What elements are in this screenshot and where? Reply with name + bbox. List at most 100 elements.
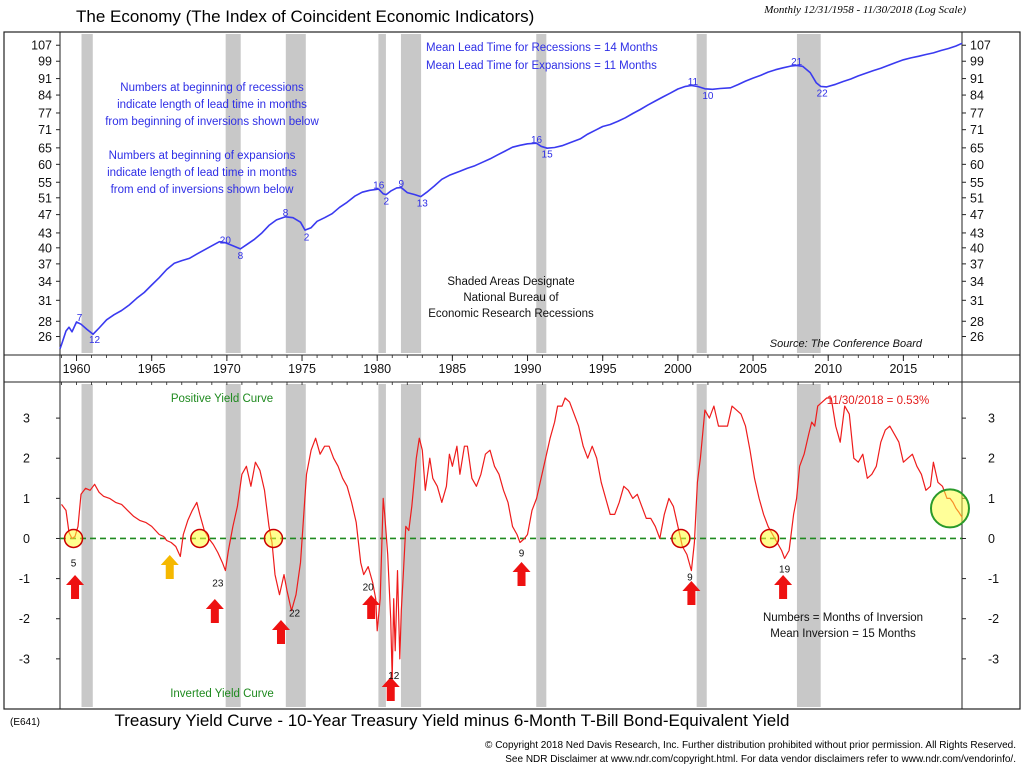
index-line xyxy=(59,42,963,350)
note-recessions-2: indicate length of lead time in months xyxy=(117,99,307,111)
y-tick-label-right: 3 xyxy=(988,412,995,426)
outer-frame xyxy=(3,31,1021,710)
y-tick-label-right: 77 xyxy=(970,106,984,120)
note-shaded-2: National Bureau of xyxy=(463,292,559,304)
lead-time-label: 11 xyxy=(688,77,699,88)
date-range: Monthly 12/31/1958 - 11/30/2018 (Log Sca… xyxy=(763,4,966,16)
y-tick-label-right: 107 xyxy=(970,39,991,53)
lead-time-label: 12 xyxy=(89,335,101,346)
red-arrow xyxy=(362,595,381,619)
y-tick-label-right: 28 xyxy=(970,315,984,329)
yield-curve-series xyxy=(61,397,963,680)
x-tick-label: 2010 xyxy=(814,362,842,376)
y-tick-label-left: 43 xyxy=(38,226,52,240)
lead-time-label: 16 xyxy=(531,135,543,146)
y-tick-label-right: 84 xyxy=(970,89,984,103)
note-lead-expansions: Mean Lead Time for Expansions = 11 Month… xyxy=(426,60,657,72)
red-arrow xyxy=(512,562,531,586)
note-expansions-1: Numbers at beginning of expansions xyxy=(109,150,296,162)
x-tick-label: 2000 xyxy=(664,362,692,376)
recession-band xyxy=(225,34,241,353)
y-tick-label-left: 2 xyxy=(23,452,30,466)
lead-time-label: 22 xyxy=(817,88,829,99)
lead-time-label: 8 xyxy=(283,208,289,219)
x-tick-label: 1970 xyxy=(213,362,241,376)
y-tick-label-right: 51 xyxy=(970,191,984,205)
y-tick-label-right: -1 xyxy=(988,572,999,586)
red-arrow xyxy=(205,599,224,623)
y-tick-label-left: 3 xyxy=(23,412,30,426)
y-tick-label-right: 31 xyxy=(970,294,984,308)
y-tick-label-left: 77 xyxy=(38,106,52,120)
inversion-markers: 5 23 22 20 12 9 9 19 xyxy=(63,488,970,701)
y-tick-label-right: 26 xyxy=(970,330,984,344)
y-tick-label-right: 1 xyxy=(988,492,995,506)
x-tick-label: 1990 xyxy=(514,362,542,376)
bottom-axes: 3 32 21 10 0-1 -1-2 -2-3 -3 xyxy=(19,412,999,667)
latest-value-label: 11/30/2018 = 0.53% xyxy=(827,395,929,407)
lead-time-label: 20 xyxy=(220,236,232,247)
copyright-line: © Copyright 2018 Ned Davis Research, Inc… xyxy=(485,740,1016,751)
source-note: Source: The Conference Board xyxy=(770,338,923,350)
y-tick-label-right: 71 xyxy=(970,123,984,137)
y-tick-label-left: 34 xyxy=(38,275,52,289)
lead-time-label: 13 xyxy=(417,199,429,210)
chart-code: (E641) xyxy=(10,717,40,728)
note-expansions-2: indicate length of lead time in months xyxy=(107,167,297,179)
lead-time-label: 10 xyxy=(702,91,714,102)
x-tick-label: 1985 xyxy=(438,362,466,376)
inversion-months-label: 20 xyxy=(363,583,375,594)
yield-curve-line xyxy=(61,397,963,680)
recession-band xyxy=(796,384,821,707)
y-tick-label-right: 37 xyxy=(970,257,984,271)
y-tick-label-left: 26 xyxy=(38,330,52,344)
chart-title: The Economy (The Index of Coincident Eco… xyxy=(76,7,534,26)
note-shaded-1: Shaded Areas Designate xyxy=(447,276,574,288)
y-tick-label-left: 47 xyxy=(38,208,52,222)
recession-band xyxy=(285,34,306,353)
disclaimer-line: See NDR Disclaimer at www.ndr.com/copyri… xyxy=(505,754,1016,765)
bottom-chart-title: Treasury Yield Curve - 10-Year Treasury … xyxy=(115,711,790,730)
mean-inversion-note: Mean Inversion = 15 Months xyxy=(770,628,916,640)
recession-band xyxy=(536,384,547,707)
inversion-circle xyxy=(63,528,84,549)
recession-band xyxy=(536,34,547,353)
x-tick-label: 2015 xyxy=(889,362,917,376)
y-tick-label-left: 0 xyxy=(23,532,30,546)
y-tick-label-right: 47 xyxy=(970,208,984,222)
note-recessions-1: Numbers at beginning of recessions xyxy=(120,82,304,94)
y-tick-label-left: 55 xyxy=(38,176,52,190)
note-lead-recessions: Mean Lead Time for Recessions = 14 Month… xyxy=(426,42,658,54)
recession-band xyxy=(400,384,422,707)
current-reading-circle xyxy=(929,488,970,529)
note-shaded-3: Economic Research Recessions xyxy=(428,308,594,320)
y-tick-label-right: -2 xyxy=(988,612,999,626)
y-tick-label-right: -3 xyxy=(988,652,999,666)
recession-band xyxy=(81,384,93,707)
note-expansions-3: from end of inversions shown below xyxy=(111,184,295,196)
red-arrow xyxy=(381,677,400,701)
y-tick-label-left: 28 xyxy=(38,315,52,329)
lead-time-label: 15 xyxy=(542,150,554,161)
y-tick-label-left: 31 xyxy=(38,294,52,308)
y-tick-label-left: -3 xyxy=(19,652,30,666)
x-tick-label: 2005 xyxy=(739,362,767,376)
y-tick-label-right: 55 xyxy=(970,176,984,190)
y-tick-label-left: -2 xyxy=(19,612,30,626)
y-tick-label-left: 99 xyxy=(38,55,52,69)
inversion-months-label: 9 xyxy=(687,573,693,584)
red-arrow xyxy=(682,581,701,605)
lead-time-label: 8 xyxy=(238,251,244,262)
recession-band xyxy=(225,384,241,707)
inverted-curve-label: Inverted Yield Curve xyxy=(170,688,274,700)
y-tick-label-left: -1 xyxy=(19,572,30,586)
recession-band xyxy=(696,34,707,353)
inversion-circle xyxy=(263,528,284,549)
inversion-months-label: 12 xyxy=(388,671,400,682)
y-tick-label-left: 1 xyxy=(23,492,30,506)
y-tick-label-right: 40 xyxy=(970,241,984,255)
yellow-arrow xyxy=(160,555,179,579)
y-tick-label-right: 0 xyxy=(988,532,995,546)
